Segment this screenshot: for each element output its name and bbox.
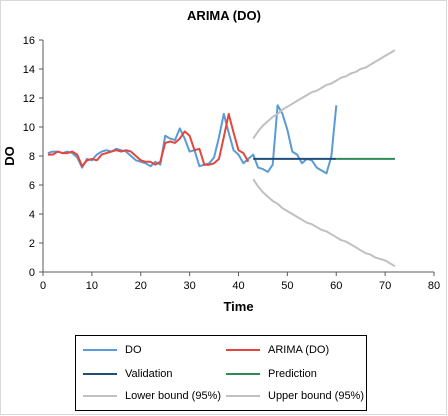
legend-label: Upper bound (95%) (268, 390, 365, 402)
y-tick-label: 16 (23, 35, 35, 47)
x-tick-label: 70 (379, 280, 391, 292)
series-line-arima-do (47, 112, 250, 168)
legend-label: DO (125, 344, 142, 356)
x-tick-label: 50 (281, 280, 293, 292)
x-tick-label: 20 (135, 280, 147, 292)
y-tick-label: 2 (29, 238, 35, 250)
legend-item: DO (83, 342, 142, 358)
y-tick-label: 0 (29, 267, 35, 279)
legend-label: ARIMA (DO) (268, 344, 330, 356)
plot-area: 0 2 4 6 8 10 12 14 16 0 10 20 30 40 50 60 70 80 Time DO (2, 35, 440, 314)
x-tick-label: 30 (184, 280, 196, 292)
y-tick-label: 12 (23, 93, 35, 105)
x-axis-title: Time (223, 299, 253, 314)
legend-item: Prediction (226, 366, 317, 382)
legend-swatch (83, 349, 117, 351)
legend-swatch (226, 349, 260, 351)
x-tick-label: 0 (40, 280, 46, 292)
series-line-do (47, 104, 338, 175)
y-tick-label: 6 (29, 180, 35, 192)
chart-legend: DO ARIMA (DO) Validation Prediction Lower bo… (75, 335, 367, 411)
legend-swatch (226, 395, 260, 397)
series-line-lower-bound-95 (252, 178, 396, 268)
legend-item: Validation (83, 366, 173, 382)
y-tick-label: 8 (29, 151, 35, 163)
legend-label: Lower bound (95%) (125, 390, 222, 402)
x-tick-label: 80 (428, 280, 440, 292)
y-tick-label: 4 (29, 209, 35, 221)
y-axis-title: DO (2, 146, 17, 166)
legend-item: Upper bound (95%) (226, 388, 364, 404)
x-tick-label: 40 (232, 280, 244, 292)
legend-item: ARIMA (DO) (226, 342, 329, 358)
x-tick-label: 60 (330, 280, 342, 292)
legend-swatch (83, 395, 117, 397)
y-tick-label: 10 (23, 122, 35, 134)
series-line-upper-bound-95 (252, 49, 396, 140)
legend-swatch (226, 373, 260, 375)
y-tick-label: 14 (23, 64, 35, 76)
legend-swatch (83, 373, 117, 375)
legend-label: Prediction (268, 368, 317, 380)
chart-title: ARIMA (DO) (187, 8, 261, 23)
legend-item: Lower bound (95%) (83, 388, 221, 404)
x-tick-label: 10 (86, 280, 98, 292)
legend-label: Validation (125, 368, 173, 380)
